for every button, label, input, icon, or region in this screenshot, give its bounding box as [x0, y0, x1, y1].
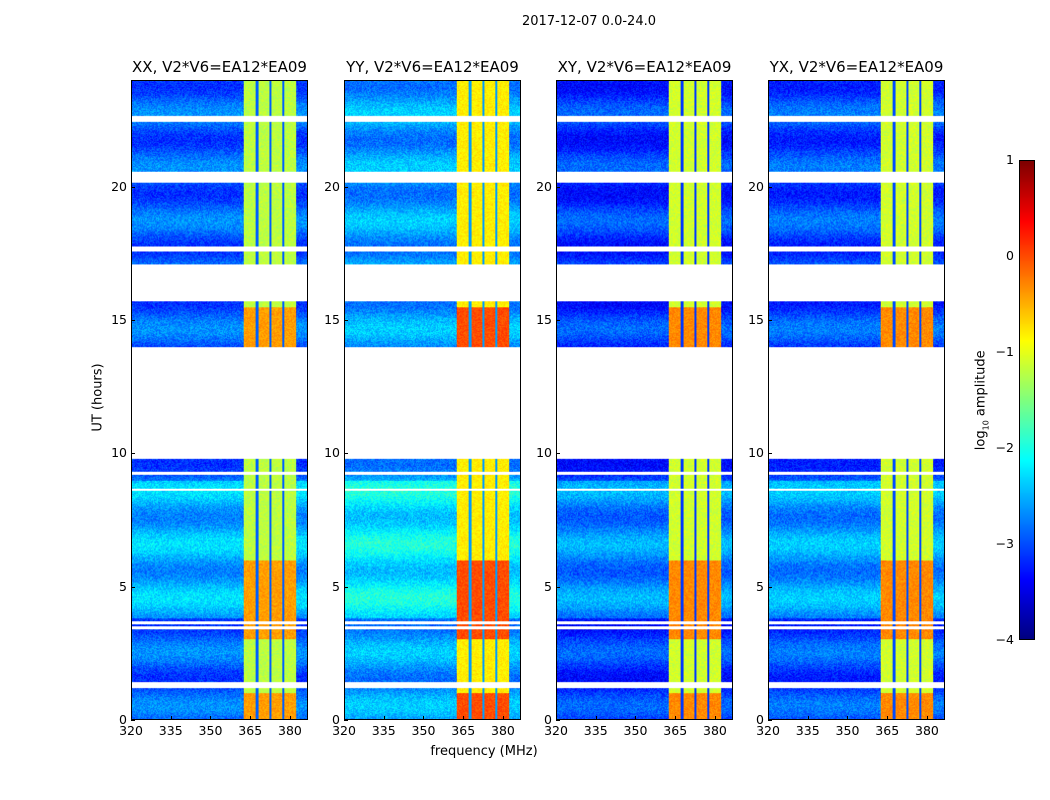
y-tick-mark [344, 320, 348, 321]
colorbar-tick-label: −4 [995, 632, 1014, 647]
x-tick-mark [502, 716, 504, 720]
y-tick-mark [556, 586, 560, 588]
x-tick-label: 350 [198, 723, 223, 738]
x-tick-mark [344, 716, 345, 720]
x-tick-label: 320 [119, 723, 143, 738]
colorbar-tick-label: −2 [995, 440, 1014, 455]
x-tick-mark [887, 716, 889, 720]
y-tick-label: 15 [324, 312, 340, 327]
spectrogram-panel [344, 80, 521, 720]
x-tick-mark [463, 716, 465, 720]
y-tick-mark [344, 186, 348, 188]
y-tick-label: 0 [332, 712, 340, 727]
x-tick-label: 320 [332, 723, 356, 738]
x-tick-mark [556, 716, 557, 720]
panel-title: XY, V2*V6=EA12*EA09 [557, 58, 732, 76]
spectrogram-panel [768, 80, 945, 720]
x-tick-label: 335 [158, 723, 183, 738]
x-tick-label: 350 [411, 723, 436, 738]
spectrogram-panel [131, 80, 308, 720]
y-tick-mark [768, 186, 772, 188]
y-tick-mark [131, 186, 135, 188]
x-tick-mark [675, 716, 677, 720]
x-tick-label: 350 [623, 723, 648, 738]
x-tick-label: 320 [544, 723, 568, 738]
colorbar-tick-label: 0 [1006, 248, 1014, 263]
x-tick-mark [289, 716, 291, 720]
y-tick-mark [768, 586, 772, 588]
y-tick-label: 5 [544, 578, 552, 594]
y-tick-label: 15 [536, 312, 552, 327]
panel-title: YY, V2*V6=EA12*EA09 [346, 58, 519, 76]
y-tick-label: 20 [111, 178, 127, 194]
y-tick-mark [556, 720, 560, 721]
x-tick-label: 365 [238, 723, 263, 738]
colorbar [1019, 160, 1035, 640]
y-tick-label: 15 [111, 312, 127, 327]
y-tick-label: 5 [119, 578, 127, 594]
x-tick-mark [250, 716, 252, 720]
y-tick-label: 5 [756, 578, 764, 594]
y-tick-label: 20 [748, 178, 764, 194]
y-tick-mark [768, 453, 772, 455]
x-tick-mark [714, 716, 716, 720]
x-tick-label: 365 [663, 723, 688, 738]
x-tick-mark [383, 716, 385, 720]
x-tick-label: 335 [371, 723, 396, 738]
y-tick-mark [556, 186, 560, 188]
colorbar-tick-label: −3 [995, 536, 1014, 551]
y-tick-mark [131, 720, 135, 721]
y-tick-mark [131, 320, 135, 321]
x-tick-label: 350 [835, 723, 860, 738]
y-tick-label: 0 [544, 712, 552, 727]
y-tick-mark [344, 720, 348, 721]
x-tick-mark [170, 716, 172, 720]
x-tick-mark [131, 716, 132, 720]
y-tick-label: 10 [324, 445, 340, 461]
y-tick-label: 20 [536, 178, 552, 194]
x-tick-label: 380 [915, 723, 939, 738]
x-tick-mark [423, 716, 425, 720]
y-tick-mark [131, 586, 135, 588]
figure-title: 2017-12-07 0.0-24.0 [522, 14, 656, 29]
y-axis-label: UT (hours) [90, 363, 106, 432]
y-tick-mark [768, 320, 772, 321]
x-tick-label: 335 [795, 723, 820, 738]
y-tick-mark [344, 453, 348, 455]
y-tick-mark [556, 320, 560, 321]
y-tick-mark [556, 453, 560, 455]
y-tick-label: 0 [119, 712, 127, 727]
x-axis-label: frequency (MHz) [430, 744, 538, 759]
y-tick-label: 15 [748, 312, 764, 327]
x-tick-mark [807, 716, 809, 720]
y-tick-mark [768, 720, 772, 721]
panel-title: XX, V2*V6=EA12*EA09 [132, 58, 307, 76]
y-tick-mark [344, 586, 348, 588]
colorbar-tick-label: 1 [1006, 152, 1014, 167]
x-tick-label: 365 [875, 723, 900, 738]
y-tick-label: 10 [748, 445, 764, 461]
x-tick-mark [847, 716, 849, 720]
x-tick-mark [210, 716, 212, 720]
x-tick-label: 320 [756, 723, 780, 738]
x-tick-mark [768, 716, 769, 720]
panel-title: YX, V2*V6=EA12*EA09 [769, 58, 944, 76]
x-tick-mark [595, 716, 597, 720]
x-tick-mark [635, 716, 637, 720]
y-tick-label: 10 [111, 445, 127, 461]
x-tick-label: 380 [278, 723, 302, 738]
spectrogram-panel [556, 80, 733, 720]
x-tick-label: 365 [451, 723, 476, 738]
x-tick-label: 335 [583, 723, 608, 738]
y-tick-label: 20 [324, 178, 340, 194]
x-tick-mark [926, 716, 928, 720]
y-tick-label: 10 [536, 445, 552, 461]
y-tick-label: 5 [332, 578, 340, 594]
y-tick-label: 0 [756, 712, 764, 727]
x-tick-label: 380 [491, 723, 515, 738]
colorbar-tick-label: −1 [995, 344, 1014, 359]
x-tick-label: 380 [703, 723, 727, 738]
y-tick-mark [131, 453, 135, 455]
